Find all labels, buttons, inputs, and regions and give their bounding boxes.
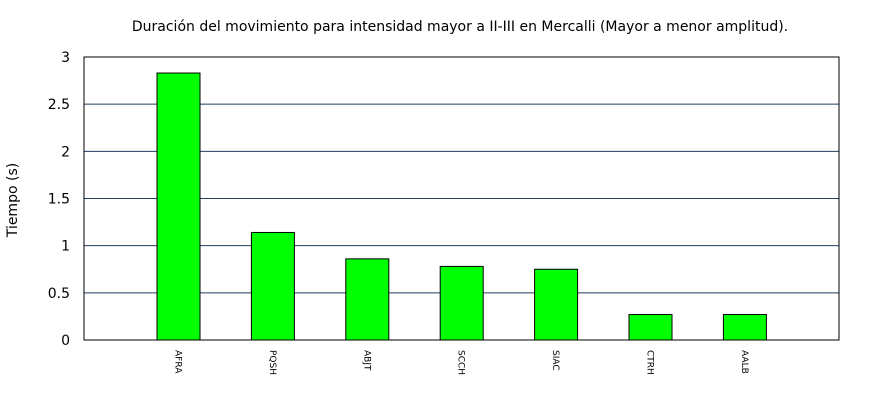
x-axis-ticks: AFRA PQSH ABJT SCCH SIAC CTRH AALB: [173, 350, 749, 375]
x-tick-label: AALB: [739, 350, 749, 374]
bar-abjt: [345, 258, 390, 341]
y-tick-label: 0.5: [48, 286, 70, 302]
y-tick-label: 1.5: [48, 192, 70, 208]
plot-frame: [83, 56, 840, 341]
x-tick-label: ABJT: [361, 350, 371, 371]
gridlines: [84, 103, 839, 294]
bar-pqsh: [250, 231, 295, 341]
bar-aalb: [722, 314, 767, 341]
x-tick-label: SIAC: [550, 350, 560, 371]
y-axis-label: Tiempo (s): [5, 163, 21, 238]
y-tick-label: 2.5: [48, 97, 70, 113]
bars: [156, 72, 767, 341]
y-axis-ticks: 0 0.5 1 1.5 2 2.5 3: [48, 50, 70, 349]
bar-scch: [439, 265, 484, 341]
y-tick-label: 2: [61, 144, 70, 160]
x-tick-label: SCCH: [456, 350, 466, 375]
bar-ctrh: [628, 314, 673, 341]
y-tick-label: 3: [61, 50, 70, 66]
bar-afra: [156, 72, 201, 341]
x-tick-label: AFRA: [173, 350, 183, 374]
y-tick-label: 0: [61, 333, 70, 349]
bar-siac: [534, 268, 579, 341]
x-tick-label: CTRH: [645, 350, 655, 375]
x-tick-label: PQSH: [267, 350, 277, 375]
y-tick-label: 1: [61, 239, 70, 255]
chart-title: Duración del movimiento para intensidad …: [132, 19, 788, 35]
